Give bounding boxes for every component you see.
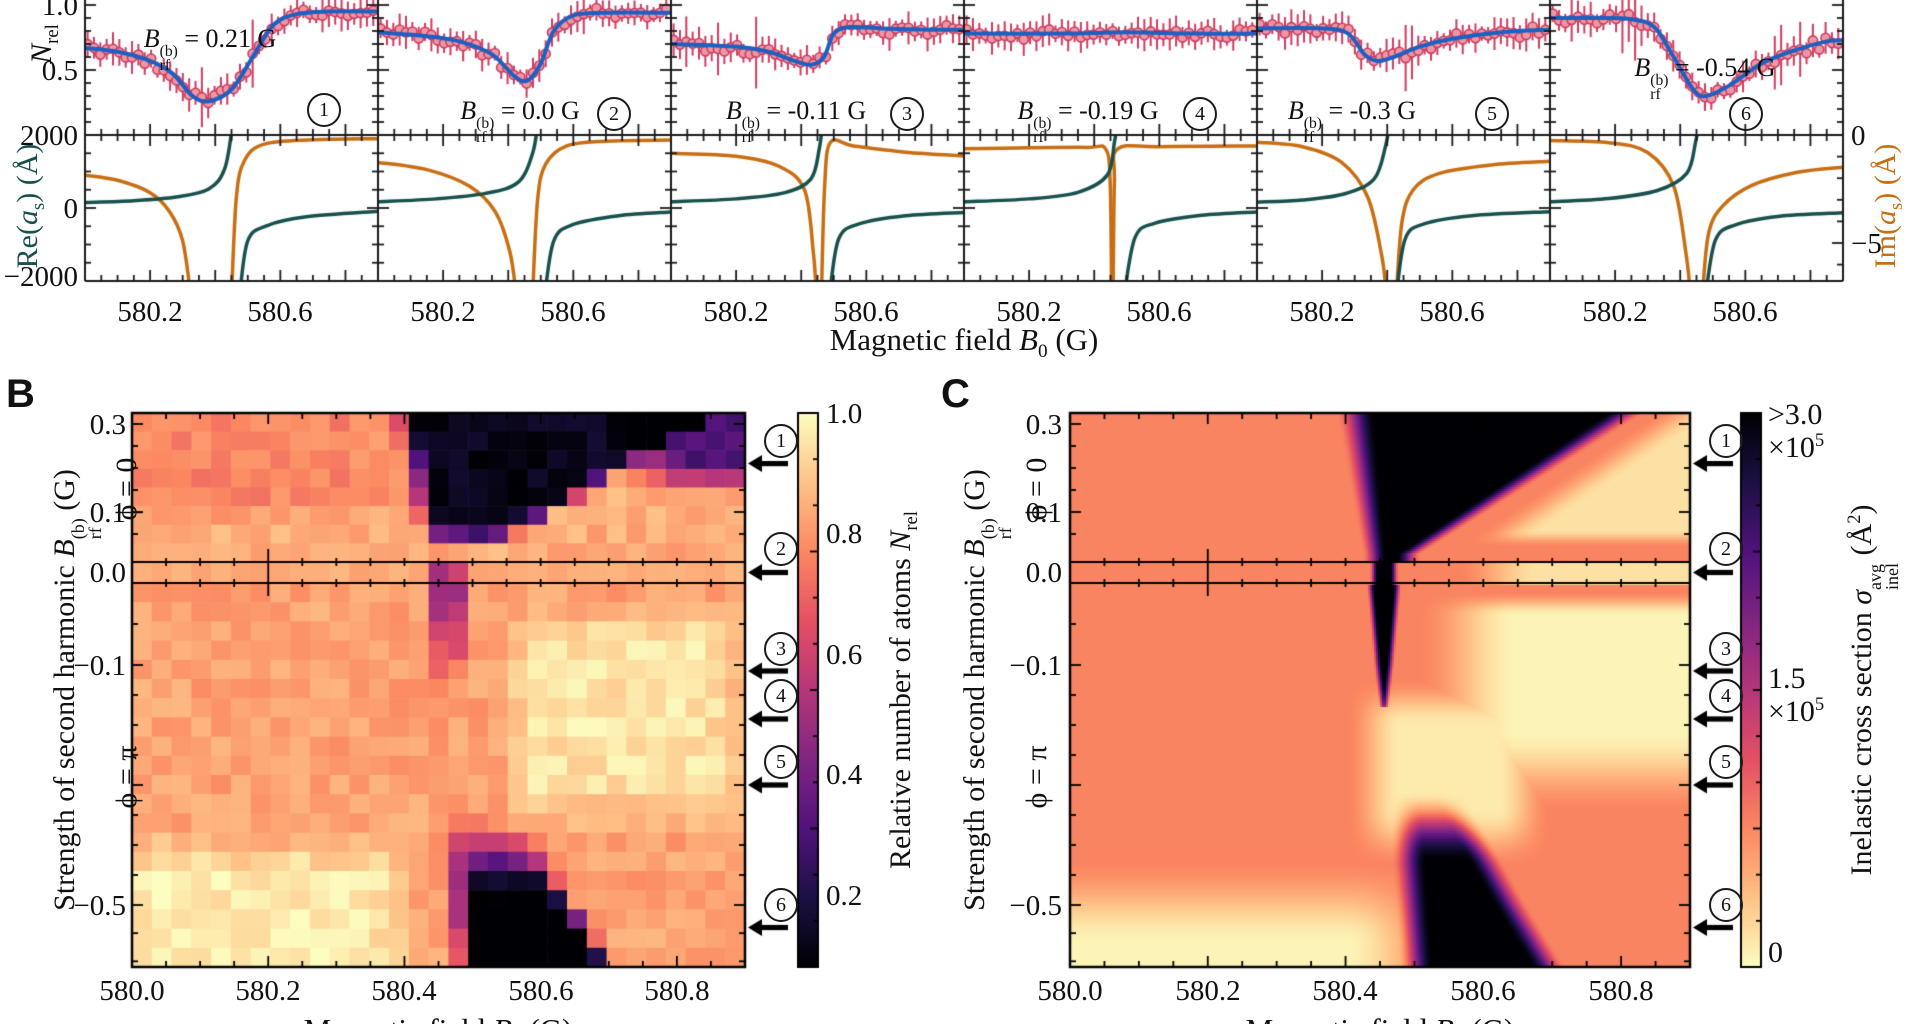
panel-marker-4: 4 bbox=[1183, 97, 1217, 131]
c-ytick-2: 0.0 bbox=[1025, 557, 1062, 589]
c-xtick-2: 580.4 bbox=[1312, 975, 1378, 1007]
c-arrow-marker-3: 3 bbox=[1709, 632, 1743, 666]
panel-marker-6: 6 bbox=[1729, 97, 1763, 131]
c-phi0-label: ϕ = 0 bbox=[1020, 457, 1053, 521]
colorbar-c-mid-exp: ×105 bbox=[1768, 694, 1825, 728]
b-xtick-3: 580.6 bbox=[508, 975, 574, 1007]
nrel-sub: rel bbox=[41, 24, 63, 44]
top-xtick-3-0: 580.2 bbox=[996, 296, 1062, 328]
colorbar-c-mid-tick: 1.5 bbox=[1768, 662, 1806, 695]
b-xtick-4: 580.8 bbox=[644, 975, 710, 1007]
brf-label-4: B (b) rf = -0.19 G bbox=[1017, 96, 1159, 147]
top-xtick-0-1: 580.6 bbox=[247, 296, 313, 328]
c-ytick-1: 0.1 bbox=[1025, 497, 1062, 529]
im-tick-1: −5 bbox=[1851, 228, 1882, 260]
c-xtick-0: 580.0 bbox=[1037, 975, 1103, 1007]
nrel-tick-1: 0.5 bbox=[41, 55, 78, 87]
b-xtick-0: 580.0 bbox=[99, 975, 165, 1007]
c-xtick-1: 580.2 bbox=[1175, 975, 1241, 1007]
b-xtick-1: 580.2 bbox=[235, 975, 301, 1007]
re-tick-2: −2000 bbox=[3, 261, 78, 293]
top-xtick-1-1: 580.6 bbox=[540, 296, 606, 328]
b-xaxis-title-partial: Magnetic field B0 (G) bbox=[238, 1012, 638, 1024]
b-arrow-marker-1: 1 bbox=[764, 424, 798, 458]
c-xtick-4: 580.8 bbox=[1588, 975, 1654, 1007]
b-xtick-2: 580.4 bbox=[371, 975, 437, 1007]
top-xtick-2-1: 580.6 bbox=[833, 296, 899, 328]
b-phipi-label: ϕ = π bbox=[110, 745, 143, 809]
b-ytick-2: 0.0 bbox=[89, 557, 126, 589]
cb-b-tick-3: 0.4 bbox=[826, 759, 863, 791]
brf-label-3: B (b) rf = -0.11 G bbox=[725, 96, 867, 147]
re-tick-0: 2000 bbox=[20, 120, 78, 152]
panel-c-letter: C bbox=[941, 372, 970, 416]
c-arrow-marker-4: 4 bbox=[1709, 679, 1743, 713]
brf-label-5: B (b) rf = -0.3 G bbox=[1287, 96, 1417, 147]
c-ytick-3: −0.1 bbox=[1009, 650, 1062, 682]
c-ytick-4: −0.5 bbox=[1009, 890, 1062, 922]
b-ytick-1: 0.1 bbox=[89, 497, 126, 529]
panel-marker-3: 3 bbox=[890, 97, 924, 131]
c-arrow-marker-2: 2 bbox=[1709, 532, 1743, 566]
b-phi0-label: ϕ = 0 bbox=[110, 457, 143, 521]
c-phipi-label: ϕ = π bbox=[1020, 745, 1053, 809]
brf-label-1: B (b) rf = 0.21 G bbox=[143, 24, 277, 75]
panel-b-letter: B bbox=[6, 372, 35, 416]
c-ytick-0: 0.3 bbox=[1025, 409, 1062, 441]
b-yaxis-label: Strength of second harmonic B (b) rf (G) bbox=[47, 469, 105, 911]
colorbar-c-bottom-tick: 0 bbox=[1768, 936, 1783, 969]
brf-label-6: B (b) rf = -0.54 G bbox=[1634, 53, 1776, 104]
b-ytick-3: −0.1 bbox=[73, 650, 126, 682]
panel-marker-2: 2 bbox=[597, 97, 631, 131]
c-xtick-3: 580.6 bbox=[1450, 975, 1516, 1007]
c-arrow-marker-1: 1 bbox=[1709, 424, 1743, 458]
nrel-tick-0: 1.0 bbox=[41, 0, 78, 22]
top-xtick-0-0: 580.2 bbox=[117, 296, 183, 328]
b-ytick-4: −0.5 bbox=[73, 890, 126, 922]
im-tick-0: 0 bbox=[1851, 120, 1866, 152]
top-xtick-3-1: 580.6 bbox=[1126, 296, 1192, 328]
top-xtick-1-0: 580.2 bbox=[410, 296, 476, 328]
top-xtick-2-0: 580.2 bbox=[703, 296, 769, 328]
c-arrow-marker-6: 6 bbox=[1709, 888, 1743, 922]
b-arrow-marker-5: 5 bbox=[764, 745, 798, 779]
b-arrow-marker-6: 6 bbox=[764, 888, 798, 922]
b-ytick-0: 0.3 bbox=[89, 409, 126, 441]
colorbar-c-top-tick: >3.0 bbox=[1768, 398, 1823, 431]
c-yaxis-label: Strength of second harmonic B (b) rf (G) bbox=[957, 469, 1015, 911]
panel-marker-1: 1 bbox=[307, 93, 341, 127]
cb-b-tick-2: 0.6 bbox=[826, 639, 863, 671]
top-xtick-4-0: 580.2 bbox=[1289, 296, 1355, 328]
b-arrow-marker-2: 2 bbox=[764, 532, 798, 566]
panel-marker-5: 5 bbox=[1475, 97, 1509, 131]
re-tick-1: 0 bbox=[63, 193, 79, 225]
b-arrow-marker-4: 4 bbox=[764, 679, 798, 713]
top-xtick-4-1: 580.6 bbox=[1419, 296, 1485, 328]
top-xtick-5-1: 580.6 bbox=[1712, 296, 1778, 328]
cb-b-tick-4: 0.2 bbox=[826, 880, 863, 912]
b-arrow-marker-3: 3 bbox=[764, 632, 798, 666]
cb-b-tick-1: 0.8 bbox=[826, 518, 863, 550]
c-xaxis-title-partial: Magnetic field B0 (G) bbox=[1180, 1012, 1580, 1024]
colorbar-c-top-exp: ×105 bbox=[1768, 430, 1825, 464]
colorbar-c-label: Inelastic cross section σ avg inel (Å2) bbox=[1844, 504, 1903, 876]
cb-b-tick-0: 1.0 bbox=[826, 398, 863, 430]
top-xaxis-title: Magnetic field B0 (G) bbox=[829, 322, 1099, 363]
brf-label-2: B (b) rf = 0.0 G bbox=[460, 96, 580, 147]
c-arrow-marker-5: 5 bbox=[1709, 745, 1743, 779]
top-xtick-5-0: 580.2 bbox=[1582, 296, 1648, 328]
